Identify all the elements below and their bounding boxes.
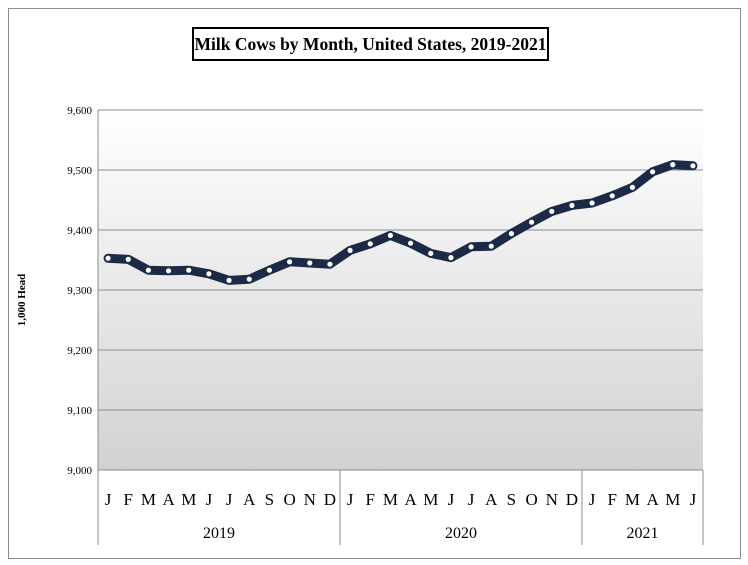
data-point	[125, 256, 131, 262]
month-label: S	[265, 490, 274, 509]
month-label: O	[283, 490, 295, 509]
data-point	[226, 277, 232, 283]
month-label: J	[206, 490, 213, 509]
month-label: M	[423, 490, 438, 509]
month-label: A	[646, 490, 659, 509]
y-tick-label: 9,600	[67, 105, 92, 117]
month-label: D	[566, 490, 578, 509]
data-point	[448, 255, 454, 261]
data-point	[367, 241, 373, 247]
data-point	[508, 231, 515, 237]
data-point	[670, 162, 676, 168]
month-label: A	[404, 490, 417, 509]
month-label: J	[226, 490, 233, 509]
data-point	[145, 267, 152, 273]
data-point	[407, 240, 414, 246]
year-label: 2021	[627, 525, 659, 542]
data-point	[609, 193, 615, 199]
y-tick-label: 9,400	[67, 225, 92, 237]
month-label: N	[304, 490, 316, 509]
data-point	[488, 243, 494, 249]
data-point	[528, 219, 535, 225]
data-point	[105, 255, 111, 261]
year-label: 2020	[445, 525, 477, 542]
month-label: J	[589, 490, 596, 509]
y-tick-label: 9,100	[67, 405, 92, 417]
data-point	[549, 208, 555, 214]
data-point	[428, 250, 434, 256]
data-point	[347, 247, 353, 253]
month-label: J	[690, 490, 697, 509]
data-point	[327, 261, 333, 267]
data-point	[186, 267, 192, 273]
month-label: D	[324, 490, 336, 509]
month-label: M	[383, 490, 398, 509]
month-label: N	[546, 490, 558, 509]
month-label: F	[366, 490, 375, 509]
data-point	[387, 232, 394, 238]
month-label: F	[124, 490, 133, 509]
data-point	[589, 200, 595, 206]
month-label: J	[448, 490, 455, 509]
series-line	[103, 160, 698, 285]
data-point	[165, 268, 172, 274]
data-point	[468, 244, 474, 250]
month-label: F	[608, 490, 617, 509]
month-label: A	[485, 490, 498, 509]
data-point	[206, 271, 212, 277]
month-label: M	[181, 490, 196, 509]
y-tick-label: 9,000	[67, 465, 92, 477]
chart-title: Milk Cows by Month, United States, 2019-…	[192, 27, 549, 61]
month-label: M	[141, 490, 156, 509]
month-label: M	[665, 490, 680, 509]
month-label: J	[347, 490, 354, 509]
y-tick-label: 9,300	[67, 285, 92, 297]
data-point	[266, 267, 273, 273]
month-label: A	[162, 490, 175, 509]
y-tick-label: 9,200	[67, 345, 92, 357]
month-label: J	[105, 490, 112, 509]
y-tick-label: 9,500	[67, 165, 92, 177]
month-label: S	[507, 490, 516, 509]
data-point	[649, 169, 656, 175]
month-label: M	[625, 490, 640, 509]
month-label: J	[468, 490, 475, 509]
data-point	[246, 276, 252, 282]
data-point	[629, 184, 636, 190]
month-label: O	[525, 490, 537, 509]
year-label: 2019	[203, 525, 235, 542]
data-point	[307, 260, 313, 266]
month-label: A	[243, 490, 256, 509]
data-point	[286, 259, 293, 265]
data-point	[569, 202, 575, 208]
data-point	[690, 163, 696, 169]
